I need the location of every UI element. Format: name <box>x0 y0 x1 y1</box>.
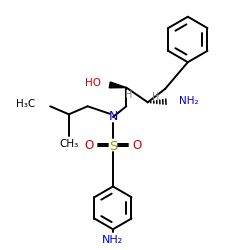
Text: O: O <box>133 139 142 152</box>
Polygon shape <box>109 82 126 88</box>
Text: H: H <box>152 92 159 102</box>
Text: N: N <box>108 110 118 124</box>
Text: H: H <box>125 90 132 100</box>
Text: NH₂: NH₂ <box>179 96 198 106</box>
Text: NH₂: NH₂ <box>102 235 124 245</box>
Text: HO: HO <box>85 78 101 88</box>
Text: S: S <box>109 140 117 153</box>
Text: O: O <box>84 139 93 152</box>
Text: CH₃: CH₃ <box>59 139 78 149</box>
Text: H₃C: H₃C <box>16 99 36 109</box>
